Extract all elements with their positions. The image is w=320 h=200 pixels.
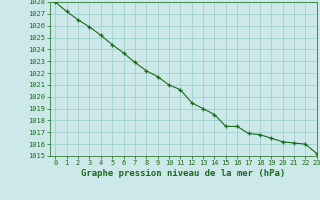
X-axis label: Graphe pression niveau de la mer (hPa): Graphe pression niveau de la mer (hPa) <box>81 169 285 178</box>
